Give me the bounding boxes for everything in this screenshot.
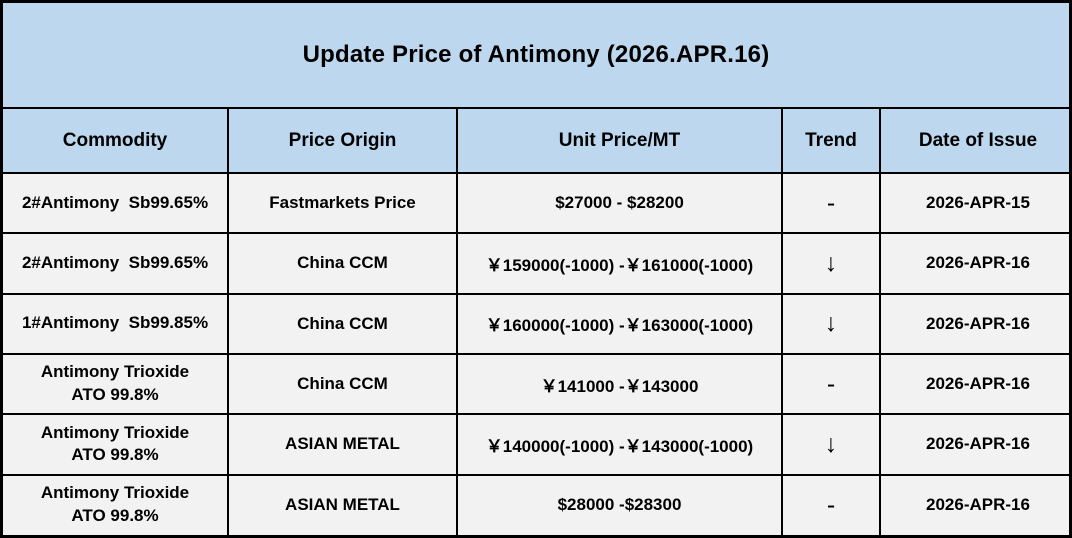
antimony-price-table: Commodity Price Origin Unit Price/MT Tre… (3, 109, 1069, 535)
cell-trend: - (781, 171, 881, 235)
cell-price-origin: ASIAN METAL (227, 473, 458, 535)
cell-date-of-issue: 2026-APR-16 (879, 473, 1069, 535)
cell-unit-price: ￥140000(-1000) -￥143000(-1000) (456, 413, 783, 476)
header-row: Commodity Price Origin Unit Price/MT Tre… (3, 109, 1069, 174)
cell-date-of-issue: 2026-APR-16 (879, 413, 1069, 476)
title-band: Update Price of Antimony (2026.APR.16) (3, 3, 1069, 109)
cell-commodity: 1#Antimony Sb99.85% (3, 292, 229, 355)
cell-price-origin: China CCM (227, 352, 458, 416)
cell-date-of-issue: 2026-APR-16 (879, 292, 1069, 355)
cell-price-origin: Fastmarkets Price (227, 171, 458, 235)
cell-trend: - (781, 352, 881, 416)
table-row: 2#Antimony Sb99.65% China CCM ￥159000(-1… (3, 232, 1069, 295)
table-row: Antimony Trioxide ATO 99.8% ASIAN METAL … (3, 473, 1069, 535)
table-row: Antimony Trioxide ATO 99.8% ASIAN METAL … (3, 413, 1069, 476)
cell-commodity: Antimony Trioxide ATO 99.8% (3, 413, 229, 476)
cell-commodity: Antimony Trioxide ATO 99.8% (3, 352, 229, 416)
cell-unit-price: $28000 -$28300 (456, 473, 783, 535)
table-row: Antimony Trioxide ATO 99.8% China CCM ￥1… (3, 352, 1069, 416)
cell-date-of-issue: 2026-APR-16 (879, 352, 1069, 416)
cell-unit-price: ￥159000(-1000) -￥161000(-1000) (456, 232, 783, 295)
table-row: 1#Antimony Sb99.85% China CCM ￥160000(-1… (3, 292, 1069, 355)
cell-date-of-issue: 2026-APR-15 (879, 171, 1069, 235)
cell-unit-price: $27000 - $28200 (456, 171, 783, 235)
column-header-date-of-issue: Date of Issue (879, 109, 1069, 174)
column-header-commodity: Commodity (3, 109, 229, 174)
cell-commodity: 2#Antimony Sb99.65% (3, 232, 229, 295)
cell-price-origin: China CCM (227, 292, 458, 355)
page-title: Update Price of Antimony (2026.APR.16) (302, 41, 770, 68)
cell-price-origin: ASIAN METAL (227, 413, 458, 476)
cell-unit-price: ￥160000(-1000) -￥163000(-1000) (456, 292, 783, 355)
cell-price-origin: China CCM (227, 232, 458, 295)
cell-trend: ↓ (781, 292, 881, 355)
cell-trend: - (781, 473, 881, 535)
cell-date-of-issue: 2026-APR-16 (879, 232, 1069, 295)
column-header-price-origin: Price Origin (227, 109, 458, 174)
cell-commodity: 2#Antimony Sb99.65% (3, 171, 229, 235)
cell-trend: ↓ (781, 413, 881, 476)
cell-commodity: Antimony Trioxide ATO 99.8% (3, 473, 229, 535)
column-header-unit-price: Unit Price/MT (456, 109, 783, 174)
cell-trend: ↓ (781, 232, 881, 295)
table-row: 2#Antimony Sb99.65% Fastmarkets Price $2… (3, 171, 1069, 235)
cell-unit-price: ￥141000 -￥143000 (456, 352, 783, 416)
column-header-trend: Trend (781, 109, 881, 174)
